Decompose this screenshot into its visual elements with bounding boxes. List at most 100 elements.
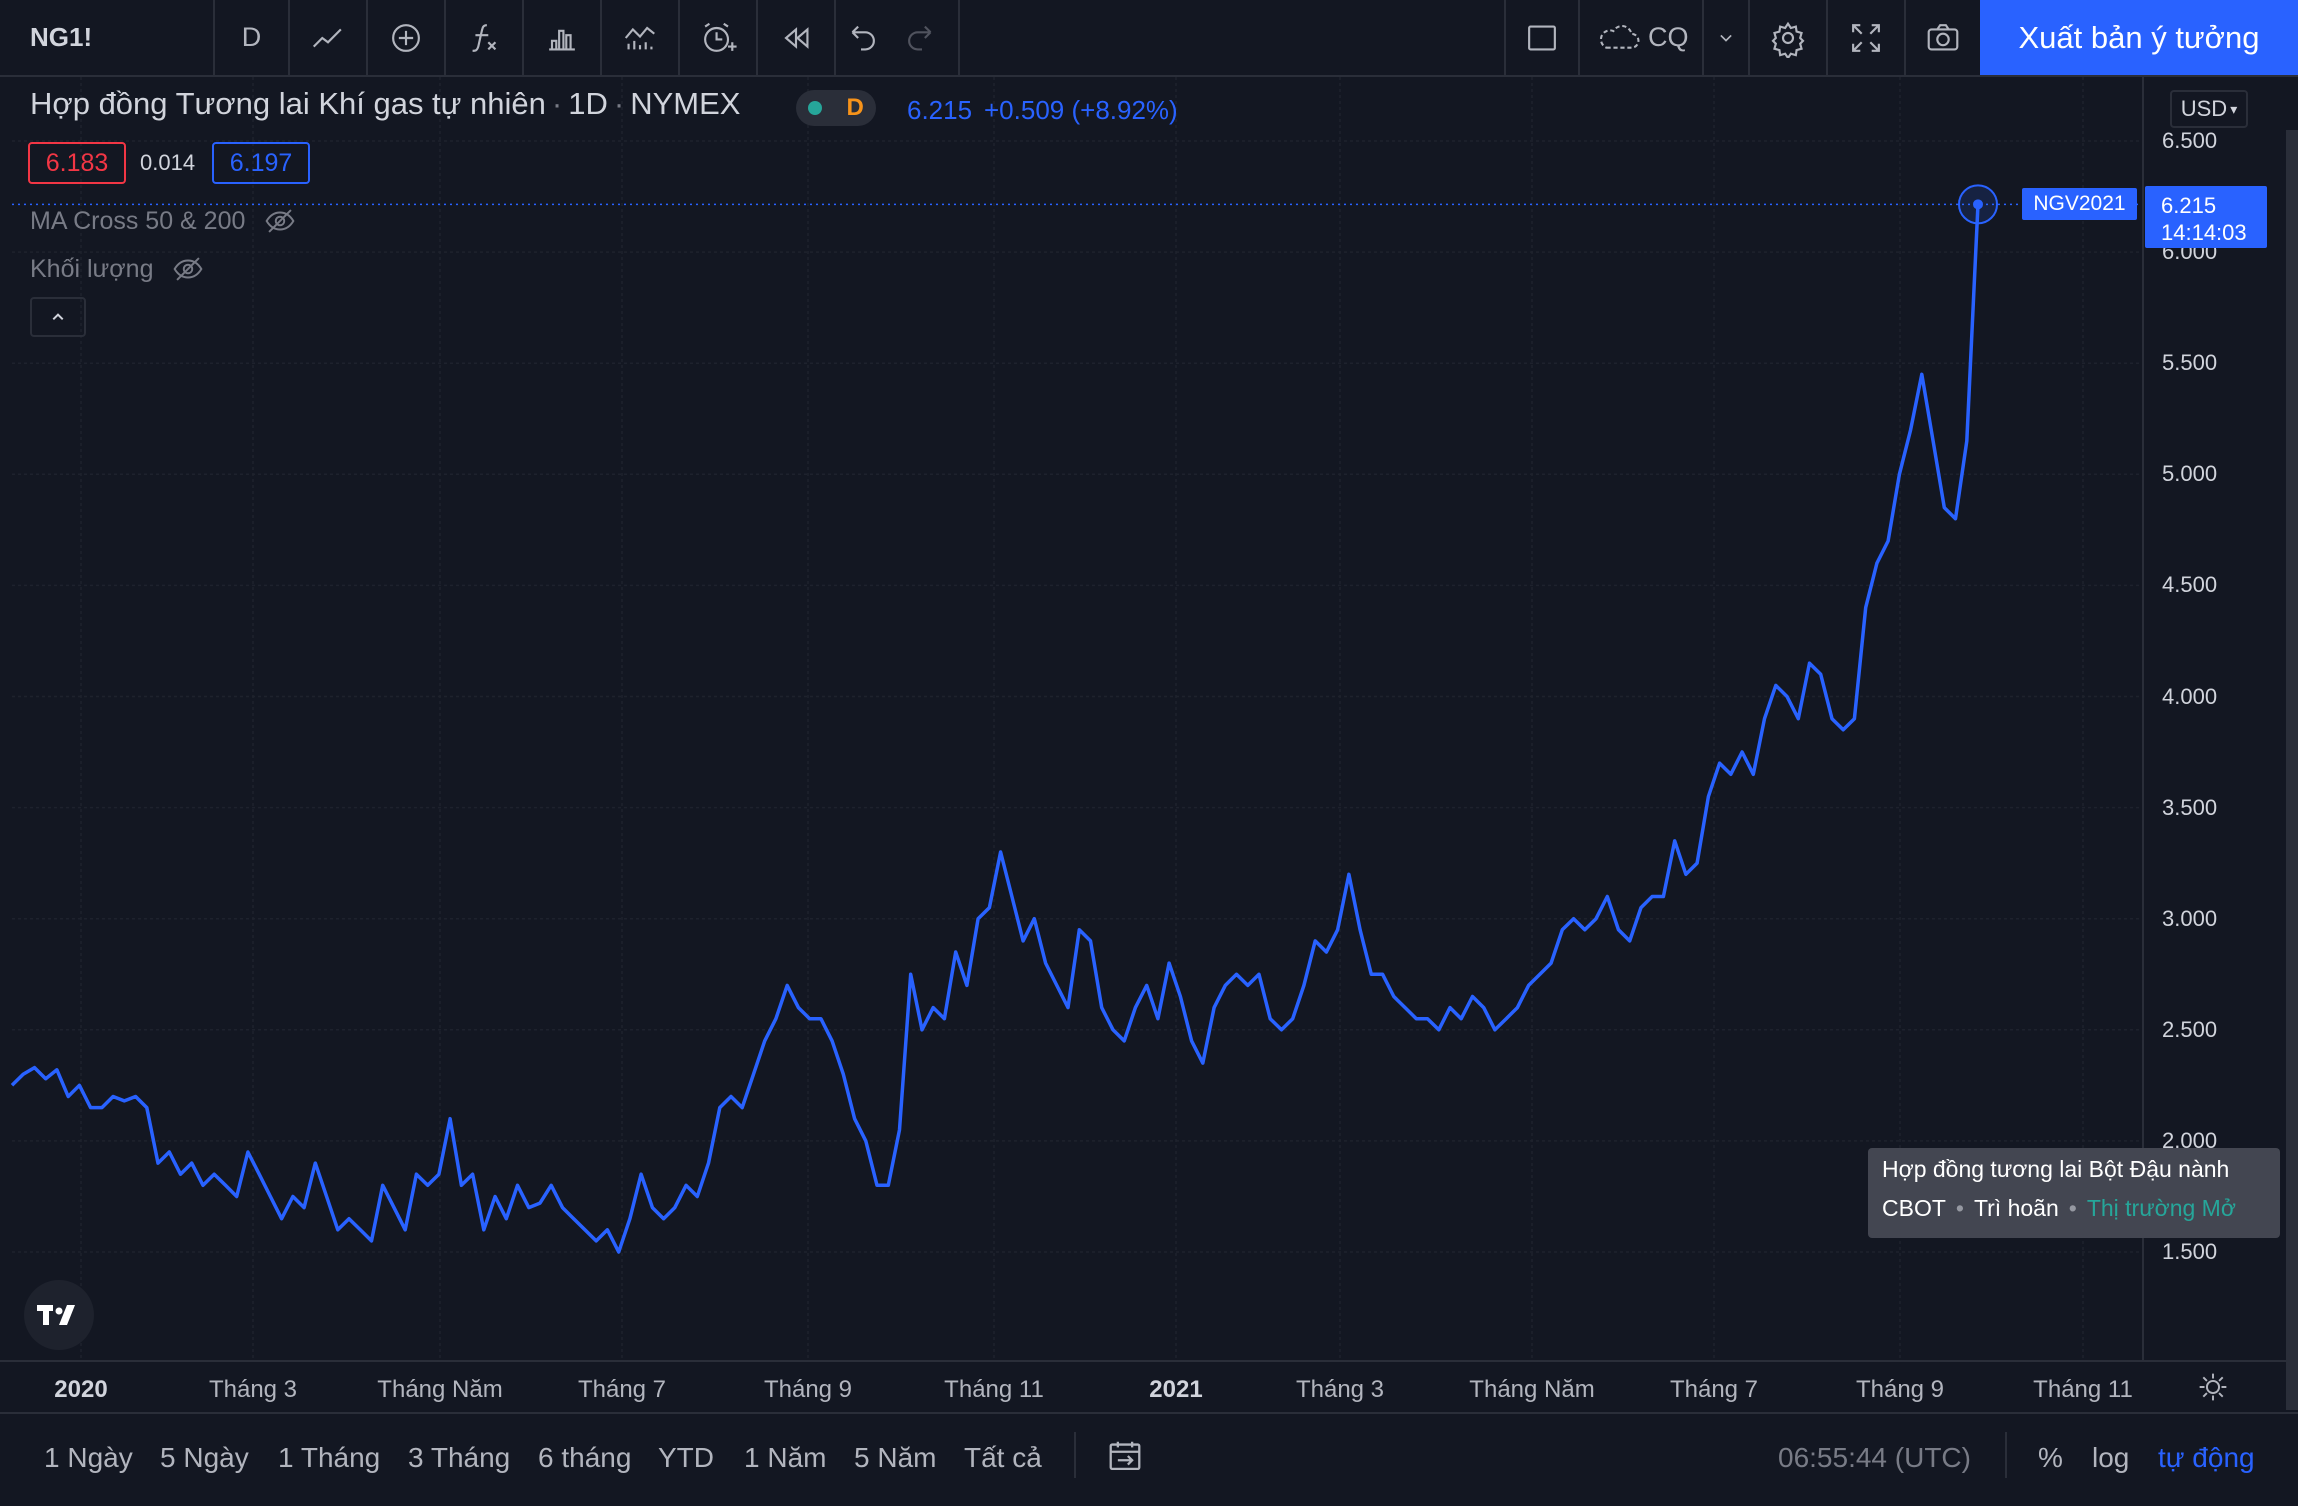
time-axis-label: Tháng 9 — [763, 1376, 853, 1403]
indicator-volume-label: Khối lượng — [30, 254, 154, 283]
legend-exchange: NYMEX — [630, 86, 741, 121]
percent-scale-toggle[interactable]: % — [2038, 1442, 2063, 1473]
camera-icon — [1927, 23, 1959, 50]
tradingview-logo-icon[interactable] — [24, 1280, 94, 1350]
price-scale-label: 6.500 — [2162, 128, 2218, 153]
gear-icon — [1771, 21, 1805, 58]
eye-hidden-icon[interactable] — [171, 252, 205, 286]
layout-dropdown[interactable] — [1704, 0, 1750, 75]
delayed-badge: D — [846, 94, 864, 121]
log-scale-toggle[interactable]: log — [2092, 1442, 2130, 1473]
range-button-ytd[interactable]: YTD — [658, 1442, 714, 1473]
ask-price[interactable]: 6.197 — [212, 142, 310, 184]
redo-button[interactable] — [886, 0, 960, 75]
spread-value: 0.014 — [140, 150, 196, 175]
tooltip-delay: Trì hoãn — [1973, 1195, 2059, 1221]
eye-hidden-icon[interactable] — [263, 204, 297, 238]
publish-idea-button[interactable]: Xuất bản ý tưởng — [1980, 0, 2298, 75]
alert-button[interactable] — [602, 0, 680, 75]
legend-timeframe: 1D — [568, 86, 608, 121]
fullscreen-icon — [1852, 23, 1880, 52]
legend-price-change: +0.509 (+8.92%) — [984, 95, 1178, 125]
add-circle-icon — [392, 23, 420, 52]
currency-label: USD — [2180, 96, 2228, 121]
time-axis-label: Tháng 7 — [577, 1376, 667, 1403]
line-chart-icon — [312, 28, 342, 47]
symbol-tooltip: Hợp đồng tương lai Bột Đậu nành CBOT • Trì… — [1868, 1148, 2280, 1238]
chevron-down-icon — [1720, 34, 1732, 42]
range-button-all[interactable]: Tất cả — [964, 1442, 1042, 1473]
legend-last-price: 6.215 — [907, 95, 973, 125]
market-status-pill[interactable]: D — [796, 90, 876, 126]
time-axis-label: Tháng 11 — [944, 1376, 1044, 1403]
indicator-chart-icon — [624, 26, 655, 49]
square-layout-icon — [1528, 25, 1556, 50]
top-toolbar: NG1! D CQ Xuất bản ý tưởng — [0, 0, 2298, 77]
axis-settings-icon[interactable] — [2196, 1370, 2230, 1404]
symbol-search-button[interactable]: NG1! — [10, 0, 215, 75]
time-axis-label: 2020 — [54, 1376, 108, 1403]
fullscreen-button[interactable] — [1828, 0, 1906, 75]
auto-scale-toggle[interactable]: tự động — [2158, 1442, 2255, 1473]
indicator-ma-label: MA Cross 50 & 200 — [30, 206, 246, 235]
indicators-button[interactable] — [446, 0, 524, 75]
utc-clock[interactable]: 06:55:44 (UTC) — [1778, 1442, 1971, 1473]
redo-icon — [908, 25, 932, 50]
price-scale-label: 4.000 — [2162, 683, 2218, 709]
indicator-ma-cross[interactable]: MA Cross 50 & 200 — [30, 204, 297, 238]
divider — [1074, 1432, 1076, 1478]
bar-countdown: 14:14:03 — [2161, 220, 2247, 245]
tv-logo-mark — [37, 1305, 75, 1325]
collapse-legend-button[interactable] — [30, 297, 86, 337]
last-price-tag-value: 6.215 — [2161, 193, 2217, 218]
price-line-series — [10, 204, 1980, 1254]
chevron-up-icon — [52, 313, 64, 321]
templates-button[interactable] — [524, 0, 602, 75]
indicator-volume[interactable]: Khối lượng — [30, 252, 205, 286]
range-button-3m[interactable]: 3 Tháng — [408, 1442, 511, 1473]
range-button-1m[interactable]: 1 Tháng — [278, 1442, 381, 1473]
price-scale-label: 4.500 — [2162, 572, 2218, 598]
screenshot-button[interactable] — [1906, 0, 1980, 75]
range-button-5d[interactable]: 5 Ngày — [160, 1442, 249, 1473]
last-price-point — [1973, 199, 1983, 210]
compare-button[interactable] — [368, 0, 446, 75]
time-axis-label: 2021 — [1149, 1376, 1203, 1403]
right-edge-scrollbar — [2286, 130, 2298, 1410]
tooltip-exchange: CBOT — [1882, 1195, 1946, 1221]
range-button-5y[interactable]: 5 Năm — [854, 1442, 937, 1473]
range-button-6m[interactable]: 6 tháng — [538, 1442, 632, 1473]
symbol-description: Hợp đồng Tương lai Khí gas tự nhiên — [30, 86, 546, 121]
function-icon — [472, 23, 497, 52]
price-scale-label: 3.500 — [2162, 794, 2218, 820]
cloud-layout-button[interactable]: CQ — [1580, 0, 1704, 75]
price-scale-label: 1.500 — [2162, 1239, 2218, 1264]
time-axis[interactable]: 2020 Tháng 3 Tháng Năm Tháng 7 Tháng 9 T… — [0, 1360, 2298, 1414]
tooltip-details: CBOT • Trì hoãn • Thị trường Mở — [1882, 1195, 2236, 1221]
time-axis-label: Tháng Năm — [1469, 1376, 1595, 1403]
legend-title-row: Hợp đồng Tương lai Khí gas tự nhiên · 1D · N… — [30, 86, 741, 121]
undo-button[interactable] — [836, 0, 886, 75]
bid-price[interactable]: 6.183 — [28, 142, 126, 184]
last-price-tag: 6.215 14:14:03 — [2145, 186, 2267, 248]
currency-button[interactable]: USD ▾ — [2170, 90, 2248, 128]
alarm-clock-icon — [704, 22, 737, 52]
time-axis-label: Tháng 9 — [1855, 1376, 1945, 1403]
layout-button[interactable] — [1504, 0, 1580, 75]
time-axis-label: Tháng 3 — [208, 1376, 298, 1403]
symbol-price-tag: NGV2021 — [2022, 188, 2137, 220]
price-scale-label: 5.500 — [2162, 350, 2218, 376]
chart-style-button[interactable] — [290, 0, 368, 75]
range-button-1d[interactable]: 1 Ngày — [44, 1442, 133, 1473]
settings-button[interactable] — [1750, 0, 1828, 75]
add-alert-button[interactable] — [680, 0, 758, 75]
rewind-icon — [784, 26, 809, 49]
calendar-goto-icon[interactable] — [1105, 1436, 1145, 1476]
chevron-down-icon: ▾ — [2230, 100, 2238, 117]
interval-button[interactable]: D — [215, 0, 290, 75]
range-button-1y[interactable]: 1 Năm — [744, 1442, 827, 1473]
price-scale[interactable] — [2142, 77, 2298, 1360]
replay-button[interactable] — [758, 0, 836, 75]
bottom-toolbar: 1 Ngày 5 Ngày 1 Tháng 3 Tháng 6 tháng YT… — [0, 1414, 2298, 1506]
